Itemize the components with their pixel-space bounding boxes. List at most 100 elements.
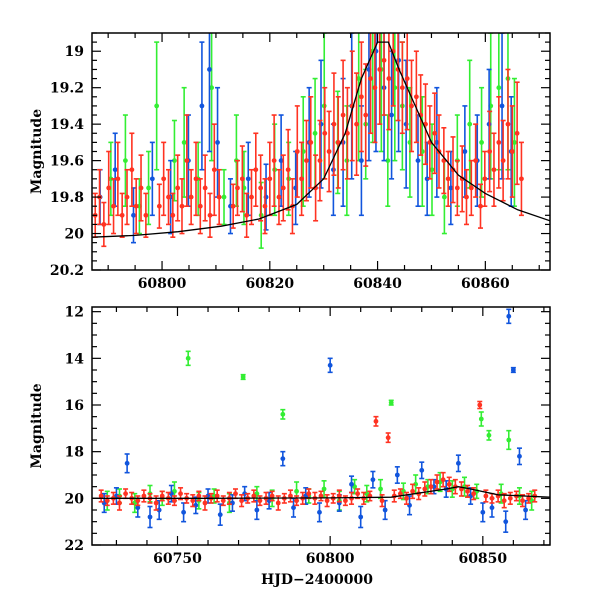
y-axis-label: Magnitude xyxy=(29,383,45,468)
plot-area xyxy=(92,308,550,533)
data-point xyxy=(306,491,312,497)
data-point xyxy=(491,167,497,173)
data-point xyxy=(156,507,162,513)
data-point xyxy=(359,94,364,100)
y-tick-label: 20 xyxy=(65,227,85,243)
data-point xyxy=(343,498,348,504)
data-point xyxy=(271,158,277,164)
data-point xyxy=(354,121,359,127)
data-point xyxy=(505,121,511,127)
data-point xyxy=(510,367,516,373)
data-point xyxy=(257,498,263,504)
data-point xyxy=(514,130,520,136)
data-point xyxy=(496,85,502,91)
data-point xyxy=(190,498,196,504)
data-point xyxy=(397,491,403,497)
data-point xyxy=(478,203,483,209)
x-tick-label: 60800 xyxy=(306,551,355,567)
x-axis-label: HJD−2400000 xyxy=(261,572,373,588)
data-point xyxy=(506,313,512,319)
data-point xyxy=(424,176,430,182)
data-point xyxy=(404,76,410,81)
data-point xyxy=(141,493,147,499)
x-tick-label: 60840 xyxy=(353,276,402,292)
data-point xyxy=(464,194,469,200)
bottom-panel: 60750 60800 60850 12 14 16 18 20 22 Magnitude xyxy=(29,305,551,567)
data-point xyxy=(285,167,291,173)
data-point xyxy=(251,493,257,499)
data-point xyxy=(178,491,183,497)
data-point xyxy=(349,495,354,501)
data-point xyxy=(379,498,385,504)
data-point xyxy=(434,479,440,485)
data-point xyxy=(111,203,116,209)
data-point xyxy=(477,402,483,408)
data-point xyxy=(217,512,223,518)
data-point xyxy=(382,507,388,513)
data-point xyxy=(149,176,155,182)
data-point xyxy=(324,498,330,504)
data-point xyxy=(318,493,324,499)
data-point xyxy=(506,437,512,443)
data-point xyxy=(462,149,468,154)
data-point xyxy=(104,498,110,504)
x-tick-label: 60850 xyxy=(458,551,507,567)
plot-area xyxy=(92,33,550,249)
y-tick-label: 19.6 xyxy=(50,154,84,170)
model-curve xyxy=(92,41,550,238)
data-point xyxy=(509,149,515,154)
data-point xyxy=(123,158,128,164)
data-point xyxy=(291,505,296,511)
data-point xyxy=(117,500,122,506)
data-point xyxy=(280,411,286,417)
data-point xyxy=(202,500,208,506)
model-curve xyxy=(92,486,550,499)
data-point xyxy=(326,149,332,154)
data-point xyxy=(526,495,532,501)
y-tick-label: 19.4 xyxy=(50,117,84,133)
data-point xyxy=(240,374,246,380)
series-red xyxy=(92,33,524,248)
data-point xyxy=(389,112,394,118)
data-point xyxy=(503,519,509,525)
data-point xyxy=(199,103,205,109)
data-point xyxy=(209,85,215,91)
data-point xyxy=(179,203,185,209)
data-point xyxy=(327,362,333,368)
y-tick-label: 20.2 xyxy=(50,263,84,279)
data-point xyxy=(220,498,226,504)
x-tick-label: 60750 xyxy=(153,551,202,567)
data-point xyxy=(124,194,130,200)
data-point xyxy=(294,488,299,494)
series-blue xyxy=(101,308,529,533)
data-point xyxy=(446,481,452,487)
data-point xyxy=(119,212,125,218)
data-point xyxy=(239,498,245,504)
data-point xyxy=(278,158,284,164)
data-point xyxy=(359,158,364,164)
data-point xyxy=(147,514,153,520)
data-point xyxy=(216,194,222,200)
data-point xyxy=(181,139,187,145)
y-tick-label: 16 xyxy=(65,398,84,414)
data-point xyxy=(269,493,275,499)
data-point xyxy=(197,203,203,209)
y-tick-label: 19.8 xyxy=(50,190,84,206)
y-tick-label: 20 xyxy=(65,491,85,507)
data-point xyxy=(519,176,524,182)
data-point xyxy=(124,460,130,466)
data-point xyxy=(335,139,341,145)
data-point xyxy=(489,495,495,501)
y-tick-label: 12 xyxy=(65,305,84,321)
data-point xyxy=(322,130,328,136)
data-point xyxy=(373,418,379,424)
data-point xyxy=(154,103,160,109)
data-point xyxy=(429,167,435,173)
data-point xyxy=(363,112,369,118)
data-point xyxy=(170,212,176,218)
data-point xyxy=(230,203,236,209)
data-point xyxy=(262,203,268,209)
plot-frame xyxy=(91,306,551,546)
data-point xyxy=(377,67,383,72)
data-point xyxy=(432,130,438,136)
